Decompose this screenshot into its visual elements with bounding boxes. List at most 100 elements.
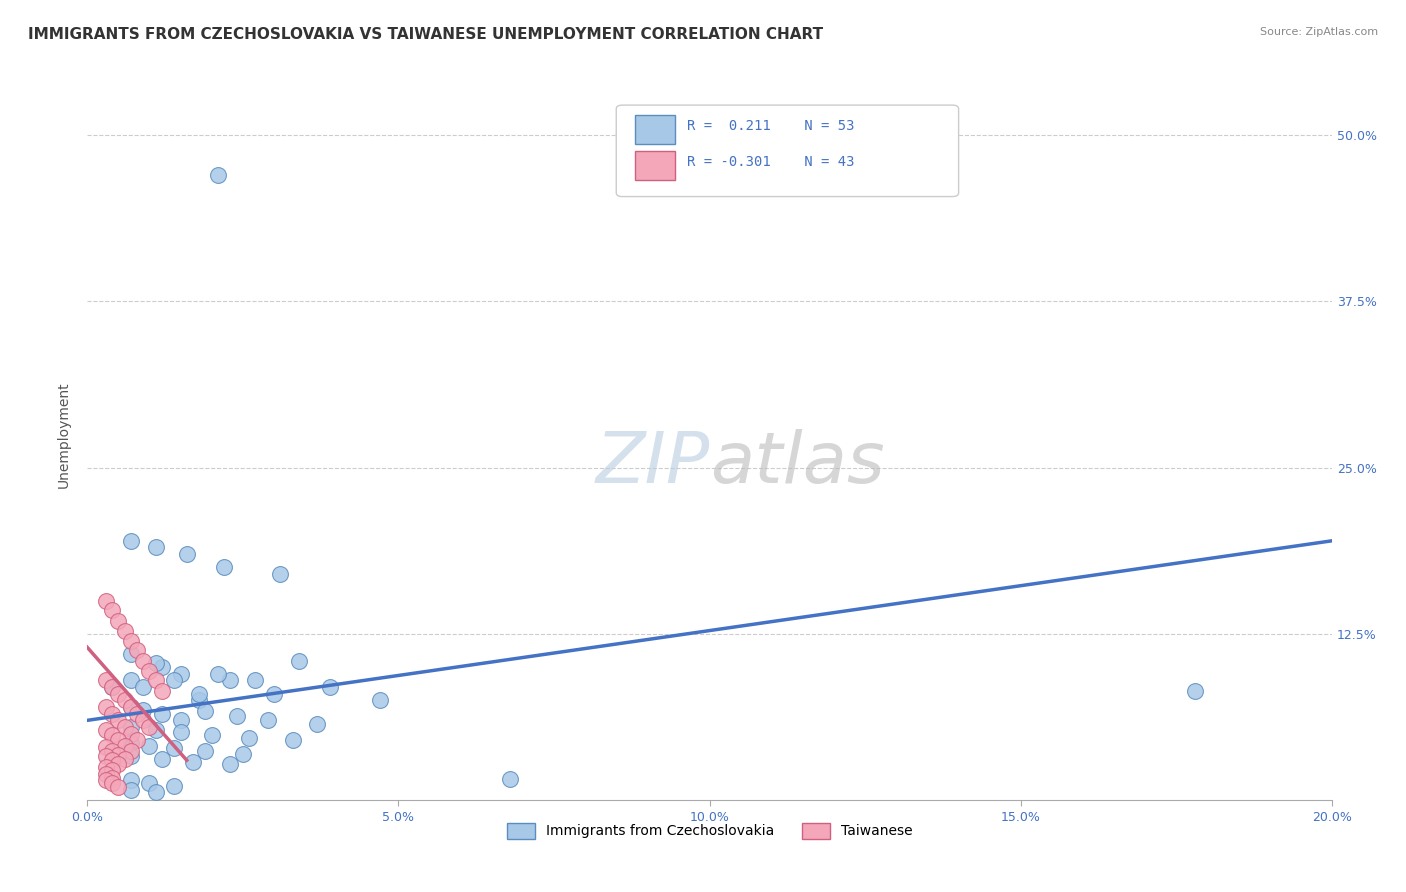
Y-axis label: Unemployment: Unemployment [58,381,72,488]
Point [319,680,342,694]
Point [219,673,242,688]
Point [499,772,522,786]
Point [225,709,247,723]
Point [219,757,242,772]
Point [101,680,124,694]
Point [163,673,186,688]
Point [132,714,155,728]
Point [120,700,142,714]
Point [120,633,142,648]
Point [101,753,124,767]
Point [107,747,129,762]
Point [94,766,117,780]
Point [114,752,136,766]
Point [101,603,124,617]
Point [138,720,160,734]
Text: ZIP: ZIP [595,429,710,498]
Point [114,720,136,734]
Point [188,687,211,701]
Point [94,700,117,714]
Point [232,747,254,761]
Text: R = -0.301    N = 43: R = -0.301 N = 43 [688,155,855,169]
Point [101,680,124,694]
Point [125,733,148,747]
Text: IMMIGRANTS FROM CZECHOSLOVAKIA VS TAIWANESE UNEMPLOYMENT CORRELATION CHART: IMMIGRANTS FROM CZECHOSLOVAKIA VS TAIWAN… [28,27,824,42]
Point [101,771,124,785]
Point [150,706,173,721]
Point [150,684,173,698]
Point [368,693,391,707]
Point [120,736,142,750]
Point [107,757,129,772]
Point [101,776,124,790]
Point [138,739,160,753]
Point [145,673,167,688]
Point [94,773,117,788]
Point [94,723,117,737]
Text: atlas: atlas [710,429,884,498]
Point [94,739,117,754]
Point [169,714,191,728]
Point [120,673,142,688]
Point [120,533,142,548]
Point [145,785,167,799]
Point [138,776,160,790]
Point [256,714,278,728]
Point [207,666,229,681]
Point [132,653,155,667]
Point [307,717,329,731]
Point [120,749,142,764]
Point [107,733,129,747]
Point [207,168,229,182]
Point [245,673,267,688]
Point [188,693,211,707]
Point [101,763,124,777]
Point [125,706,148,721]
Point [150,752,173,766]
Point [120,700,142,714]
Point [94,593,117,607]
Point [281,733,304,747]
Point [107,714,129,728]
Point [194,744,217,758]
Point [120,720,142,734]
Point [101,706,124,721]
Point [132,703,155,717]
Point [238,731,260,745]
Point [120,773,142,788]
Point [269,567,291,582]
Bar [636,114,675,144]
Point [169,666,191,681]
Text: R =  0.211    N = 53: R = 0.211 N = 53 [688,119,855,133]
Point [138,664,160,678]
Point [145,723,167,737]
Point [212,560,235,574]
Point [107,687,129,701]
Point [163,779,186,793]
Point [201,728,224,742]
Point [107,780,129,794]
Point [94,749,117,764]
Point [94,760,117,774]
Point [132,680,155,694]
Point [163,741,186,756]
Legend: Immigrants from Czechoslovakia, Taiwanese: Immigrants from Czechoslovakia, Taiwanes… [502,817,918,845]
Point [107,614,129,628]
Point [120,727,142,741]
Point [1184,684,1206,698]
Point [288,653,311,667]
Point [150,660,173,674]
Point [101,744,124,758]
Point [145,656,167,670]
FancyBboxPatch shape [616,105,959,196]
Point [194,704,217,718]
Point [101,728,124,742]
Point [145,541,167,555]
Point [94,673,117,688]
Point [114,739,136,753]
Point [120,647,142,661]
Point [114,693,136,707]
Point [120,744,142,758]
Point [120,782,142,797]
Bar [636,152,675,180]
